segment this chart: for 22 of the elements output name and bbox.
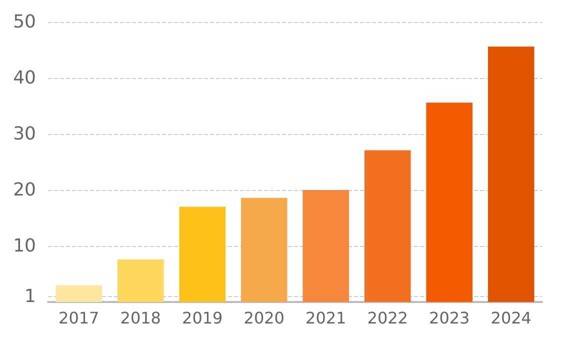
x-tick-label: 2020 xyxy=(244,308,284,328)
bar xyxy=(488,46,534,302)
x-tick-label: 2022 xyxy=(367,308,408,328)
bar xyxy=(364,150,411,302)
y-tick-label: 40 xyxy=(13,68,36,88)
x-tick-label: 2021 xyxy=(306,308,346,328)
bar xyxy=(240,198,288,302)
x-tick-label: 2019 xyxy=(182,308,223,328)
y-tick-label: 20 xyxy=(13,180,36,200)
bar xyxy=(302,190,350,302)
bar xyxy=(117,259,164,302)
x-tick-label: 2024 xyxy=(490,308,532,328)
y-tick-label: 1 xyxy=(24,286,36,307)
y-tick-label: 30 xyxy=(13,124,36,144)
y-tick-label: 50 xyxy=(13,12,36,32)
bar xyxy=(426,102,473,302)
bar xyxy=(56,285,102,302)
x-tick-label: 2017 xyxy=(58,308,100,328)
bar xyxy=(179,206,226,302)
x-tick-label: 2018 xyxy=(120,308,161,328)
y-tick-label: 10 xyxy=(13,236,36,256)
x-tick-label: 2023 xyxy=(429,308,470,328)
